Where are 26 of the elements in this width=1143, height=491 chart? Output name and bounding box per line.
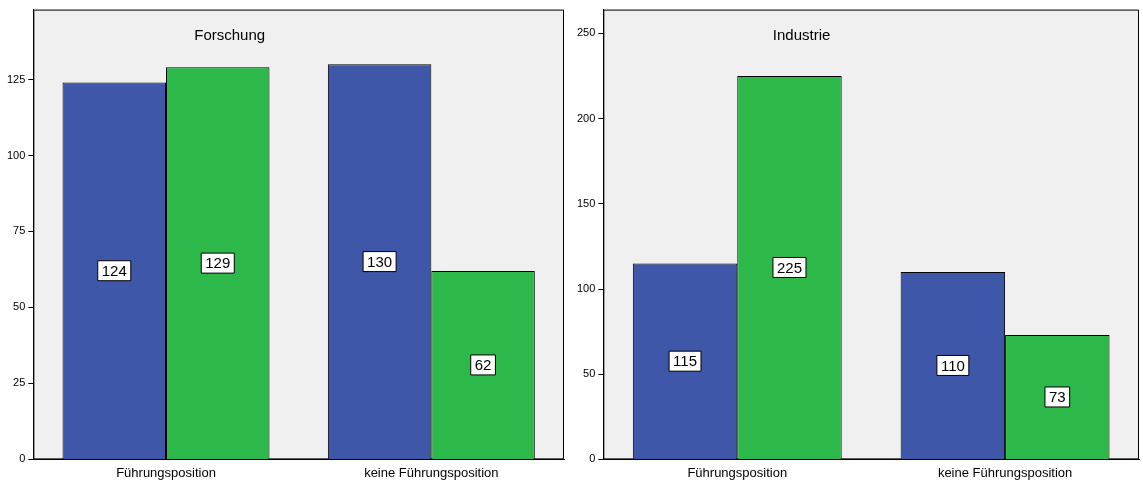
x-tick-label: keine Führungsposition [364,464,499,480]
y-tick-label: 100 [576,282,596,295]
y-tick-label: 150 [576,196,596,209]
x-tick-label: Führungsposition [116,464,216,480]
y-tick-label: 125 [6,72,26,85]
data-label: 129 [205,254,231,272]
y-tick-label: 25 [13,376,26,389]
y-tick-label: 50 [13,300,26,313]
text: Industrie [772,25,831,43]
y-tick-label: 0 [589,452,596,465]
y-tick-label: 50 [583,367,596,380]
y-tick-label: 100 [6,148,26,161]
data-label: 225 [776,258,803,276]
data-label: 62 [474,356,492,374]
data-label: 130 [367,252,393,270]
y-tick-label: 0 [19,452,26,465]
text: Forschung [194,25,266,43]
y-tick-label: 200 [576,111,596,124]
y-tick-label: 250 [576,26,596,39]
y-tick-label: 75 [13,224,26,237]
x-tick-label: keine Führungsposition [937,464,1073,480]
data-label: 73 [1048,388,1066,406]
data-label: 110 [940,356,965,374]
data-label: 124 [101,261,127,279]
data-label: 115 [673,352,697,370]
x-tick-label: Führungsposition [687,464,788,480]
